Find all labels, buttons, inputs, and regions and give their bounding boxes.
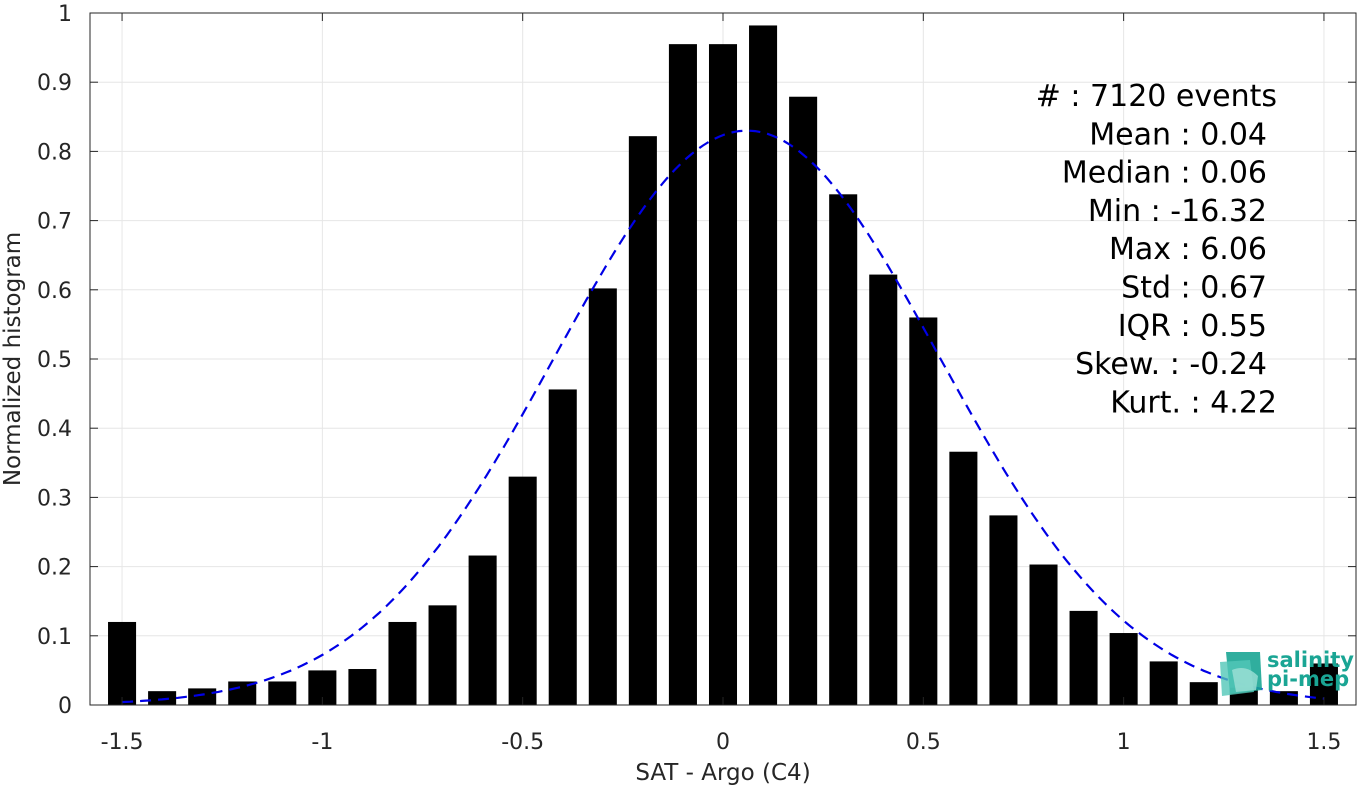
- histogram-bar: [1069, 610, 1098, 705]
- logo-icon: [1220, 652, 1262, 696]
- histogram-bar: [789, 96, 818, 706]
- histogram-bar: [1109, 633, 1138, 705]
- histogram-bar: [1149, 661, 1178, 705]
- histogram-bar: [909, 317, 938, 705]
- histogram-bar: [148, 691, 177, 705]
- y-tick-label: 1: [58, 2, 72, 27]
- y-tick-label: 0.5: [37, 348, 72, 373]
- histogram-bar: [628, 136, 657, 705]
- histogram-bar: [989, 515, 1018, 705]
- histogram-bar: [1189, 682, 1218, 705]
- x-axis-title: SAT - Argo (C4): [635, 760, 810, 786]
- histogram-bar: [468, 555, 497, 705]
- histogram-bar: [949, 451, 978, 705]
- stats-line: Std : 0.67: [1121, 271, 1267, 306]
- x-axis-ticks: -1.5 -1 -0.5 0 0.5 1 1.5: [101, 13, 1341, 755]
- x-tick-label: 1.5: [1306, 730, 1341, 755]
- logo-text-line1: salinity: [1267, 648, 1354, 672]
- stats-line: Median : 0.06: [1062, 156, 1267, 191]
- histogram-bar: [668, 44, 697, 705]
- y-tick-label: 0.8: [37, 140, 72, 165]
- logo-text-line2: pi-mep: [1267, 667, 1349, 691]
- histogram-bar: [428, 605, 457, 705]
- y-tick-label: 0.7: [37, 210, 72, 235]
- x-tick-label: 0: [716, 730, 730, 755]
- salinity-pimep-logo: salinity pi-mep: [1220, 648, 1354, 696]
- histogram-bar: [829, 194, 858, 705]
- gaussian-fit-curve: [122, 129, 1325, 704]
- x-tick-label: 1: [1117, 730, 1131, 755]
- histogram-bar: [869, 274, 898, 705]
- histogram-bar: [388, 621, 417, 705]
- y-tick-label: 0.6: [37, 279, 72, 304]
- histogram-bar: [1269, 691, 1298, 705]
- histogram-bar: [268, 681, 297, 705]
- stats-line: Mean : 0.04: [1089, 117, 1267, 152]
- bars-group: [108, 25, 1338, 706]
- histogram-bar: [1029, 564, 1058, 705]
- y-tick-label: 0.3: [37, 486, 72, 511]
- histogram-bar: [548, 389, 577, 705]
- stats-line: Max : 6.06: [1109, 232, 1267, 267]
- histogram-bar: [708, 44, 738, 705]
- x-tick-label: -1.5: [101, 730, 144, 755]
- y-tick-label: 0: [58, 694, 72, 719]
- histogram-bar: [108, 621, 137, 705]
- histogram-bar: [588, 288, 617, 705]
- histogram-bar: [348, 669, 377, 705]
- stats-line: # : 7120 events: [1036, 79, 1277, 114]
- stats-line: Skew. : -0.24: [1075, 347, 1267, 382]
- x-tick-label: 0.5: [906, 730, 941, 755]
- stats-line: Kurt. : 4.22: [1110, 385, 1277, 420]
- y-axis-title: Normalized histogram: [0, 232, 26, 486]
- x-tick-label: -0.5: [501, 730, 544, 755]
- y-axis-ticks: 0 0.1 0.2 0.3 0.4 0.5 0.6 0.7 0.8 0.9 1: [37, 2, 1356, 719]
- y-tick-label: 0.9: [37, 71, 72, 96]
- y-tick-label: 0.1: [37, 625, 72, 650]
- histogram-bar: [188, 688, 217, 705]
- y-tick-label: 0.4: [37, 417, 72, 442]
- histogram-bar: [508, 476, 537, 705]
- stats-line: Min : -16.32: [1088, 194, 1267, 229]
- x-tick-label: -1: [311, 730, 333, 755]
- histogram-bar: [749, 25, 778, 706]
- y-tick-label: 0.2: [37, 556, 72, 581]
- stats-line: IQR : 0.55: [1118, 309, 1267, 344]
